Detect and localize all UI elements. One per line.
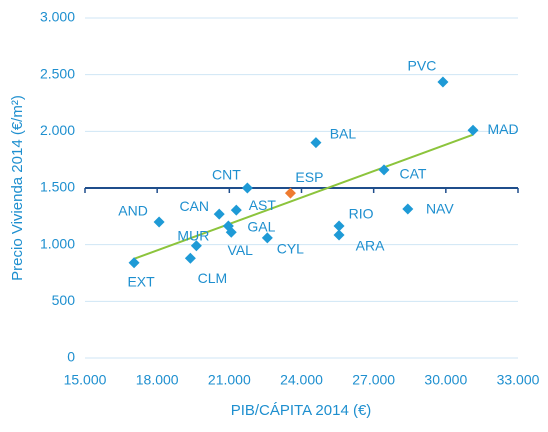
point-label: AND bbox=[118, 203, 148, 219]
point-label: GAL bbox=[247, 219, 275, 235]
trendline bbox=[133, 133, 474, 260]
point bbox=[402, 203, 414, 215]
point bbox=[225, 226, 237, 238]
y-axis-title: Precio Vivienda 2014 (€/m²) bbox=[9, 95, 26, 281]
y-tick-label: 2.500 bbox=[40, 65, 75, 81]
point bbox=[190, 240, 202, 252]
point-label: VAL bbox=[228, 242, 254, 258]
point-label: AST bbox=[249, 197, 277, 213]
x-tick-label: 15.000 bbox=[64, 372, 107, 388]
point bbox=[230, 204, 242, 216]
y-tick-label: 3.000 bbox=[40, 9, 75, 25]
x-tick-label: 30.000 bbox=[424, 372, 467, 388]
point bbox=[184, 252, 196, 264]
point-label: BAL bbox=[330, 125, 357, 141]
point-label: ARA bbox=[356, 238, 385, 254]
x-tick-label: 18.000 bbox=[136, 372, 179, 388]
x-tick-label: 24.000 bbox=[280, 372, 323, 388]
point-label: CLM bbox=[198, 270, 228, 286]
point-label: ESP bbox=[295, 169, 323, 185]
x-tick-label: 21.000 bbox=[208, 372, 251, 388]
x-tick-label: 27.000 bbox=[352, 372, 395, 388]
point-label: EXT bbox=[127, 274, 155, 290]
point-label: MAD bbox=[487, 121, 518, 137]
x-tick-label: 33.000 bbox=[497, 372, 540, 388]
point bbox=[153, 216, 165, 228]
point bbox=[310, 137, 322, 149]
y-tick-label: 1.000 bbox=[40, 235, 75, 251]
point-label: MUR bbox=[177, 228, 209, 244]
point bbox=[333, 229, 345, 241]
point bbox=[261, 232, 273, 244]
point bbox=[378, 164, 390, 176]
y-tick-label: 0 bbox=[67, 349, 75, 365]
x-axis-title: PIB/CÁPITA 2014 (€) bbox=[231, 402, 372, 419]
point bbox=[241, 182, 253, 194]
point bbox=[437, 76, 449, 88]
point bbox=[284, 187, 296, 199]
point-label: CAT bbox=[400, 166, 427, 182]
y-tick-label: 2.000 bbox=[40, 122, 75, 138]
point bbox=[467, 124, 479, 136]
point-label: CNT bbox=[212, 167, 241, 183]
point-label: CAN bbox=[179, 198, 209, 214]
point bbox=[128, 257, 140, 269]
point-label: NAV bbox=[426, 201, 454, 217]
point-label: RIO bbox=[349, 206, 374, 222]
point bbox=[213, 208, 225, 220]
point-label: CYL bbox=[277, 241, 304, 257]
point bbox=[333, 220, 345, 232]
point-label: PVC bbox=[408, 58, 437, 74]
y-tick-label: 500 bbox=[52, 292, 76, 308]
y-tick-label: 1.500 bbox=[40, 179, 75, 195]
